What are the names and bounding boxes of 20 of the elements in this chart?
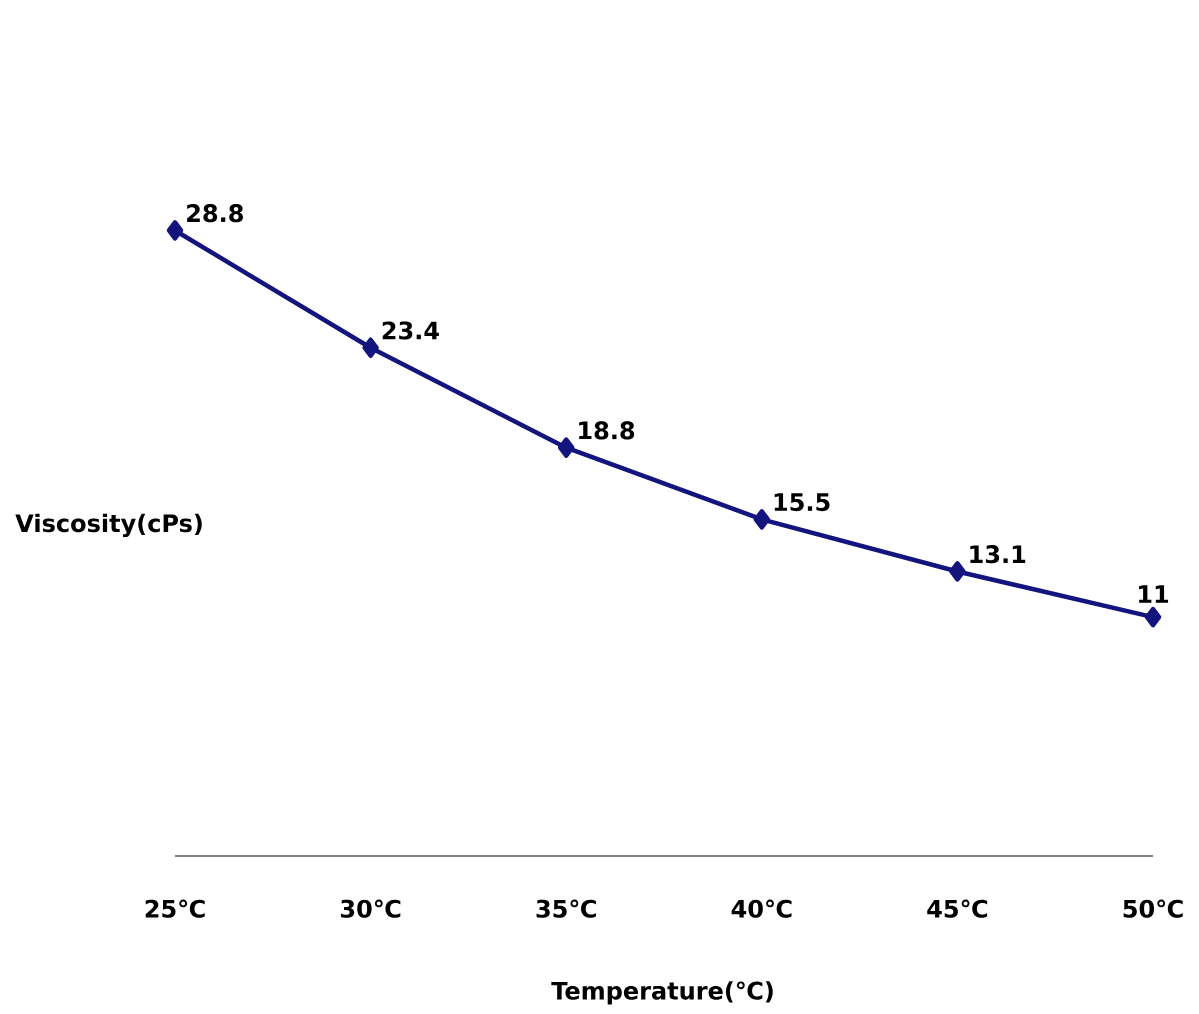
point (949, 561, 966, 582)
point (166, 220, 184, 241)
x-tick-label: 25℃ (145, 899, 205, 918)
x-axis-title: Temperature(℃) (551, 981, 773, 1005)
data-label: 15.5 (774, 493, 830, 512)
x-tick-label: 35℃ (536, 899, 596, 918)
point (1144, 606, 1162, 628)
point (753, 509, 771, 530)
data-label: 11 (1139, 585, 1169, 603)
data-label: 23.4 (382, 321, 439, 340)
x-tick-label: 50℃ (1123, 899, 1183, 918)
y-axis-title: Viscosity(cPs) (15, 513, 202, 538)
data-label: 13.1 (970, 545, 1026, 564)
x-tick-label: 45℃ (927, 899, 988, 918)
data-label: 18.8 (579, 421, 635, 440)
x-tick-label: 40℃ (731, 899, 792, 918)
data-label: 28.8 (187, 204, 243, 223)
point (557, 437, 575, 458)
point (362, 337, 379, 358)
x-tick-label: 30℃ (340, 899, 401, 918)
